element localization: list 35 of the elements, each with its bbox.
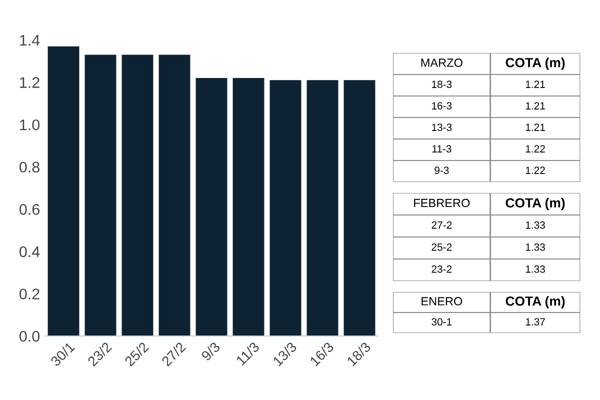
y-tick-label: 1.0 [20, 119, 40, 130]
y-tick-label: 0.4 [20, 246, 40, 258]
category-label: 16-3 [432, 102, 452, 110]
category-label: 18-3 [432, 80, 452, 88]
y-tick-label: 0.6 [20, 204, 40, 215]
x-tick-label: 30/1 [50, 341, 76, 367]
category-label: 25-2 [432, 243, 452, 251]
category-label: 23-2 [432, 265, 452, 273]
text: COTA (m) [506, 58, 565, 70]
data-label: 1.37 [526, 318, 545, 326]
category-label: 13-3 [432, 124, 452, 132]
y-tick-label: 0.8 [20, 162, 40, 173]
data-label: 1.33 [526, 221, 545, 229]
y-tick-label: 0.0 [20, 330, 40, 342]
data-label: 1.21 [526, 124, 545, 131]
text: FEBRERO [414, 198, 470, 208]
text: MARZO [421, 58, 462, 67]
y-tick-label: 0.2 [20, 288, 40, 300]
text: COTA (m) [506, 198, 565, 210]
data-label: 1.21 [526, 80, 545, 88]
x-tick-label: 11/3 [235, 341, 260, 366]
data-label: 1.33 [526, 265, 545, 273]
category-label: 11-3 [432, 145, 452, 153]
category-label: 27-2 [432, 221, 452, 229]
text: COTA (m) [506, 296, 565, 308]
text: ENERO [422, 297, 462, 306]
x-tick-label: 9/3 [200, 341, 221, 362]
data-label: 1.21 [526, 102, 545, 110]
category-label: 9-3 [434, 166, 449, 174]
category-label: 30-1 [432, 318, 452, 326]
y-tick-label: 1.2 [20, 77, 40, 88]
y-tick-label: 1.4 [20, 35, 40, 46]
data-label: 1.33 [526, 243, 545, 251]
data-label: 1.22 [526, 145, 545, 152]
data-label: 1.22 [526, 166, 545, 174]
